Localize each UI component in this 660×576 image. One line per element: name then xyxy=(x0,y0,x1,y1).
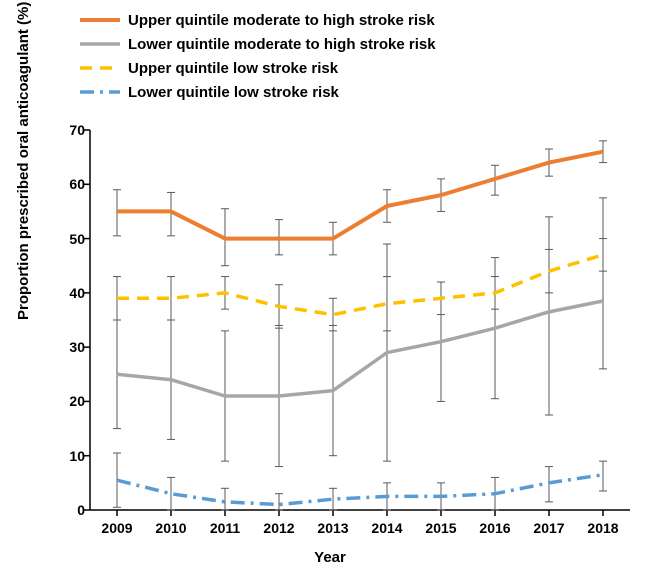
x-tick-label: 2016 xyxy=(479,520,510,536)
y-tick-label: 60 xyxy=(69,176,85,192)
x-tick-label: 2018 xyxy=(587,520,618,536)
y-tick-label: 70 xyxy=(69,122,85,138)
x-tick-label: 2013 xyxy=(317,520,348,536)
y-tick-label: 0 xyxy=(77,502,85,518)
chart-svg xyxy=(0,0,660,576)
y-tick-label: 30 xyxy=(69,339,85,355)
chart-container: Upper quintile moderate to high stroke r… xyxy=(0,0,660,576)
x-tick-label: 2009 xyxy=(101,520,132,536)
x-tick-label: 2012 xyxy=(263,520,294,536)
x-tick-label: 2010 xyxy=(155,520,186,536)
x-tick-label: 2017 xyxy=(533,520,564,536)
y-axis-label: Proportion prescribed oral anticoagulant… xyxy=(15,2,32,320)
y-tick-label: 50 xyxy=(69,231,85,247)
y-tick-label: 10 xyxy=(69,448,85,464)
x-tick-label: 2015 xyxy=(425,520,456,536)
x-axis-label: Year xyxy=(314,549,346,566)
x-tick-label: 2014 xyxy=(371,520,402,536)
x-tick-label: 2011 xyxy=(210,520,240,536)
y-tick-label: 20 xyxy=(69,393,85,409)
y-tick-label: 40 xyxy=(69,285,85,301)
